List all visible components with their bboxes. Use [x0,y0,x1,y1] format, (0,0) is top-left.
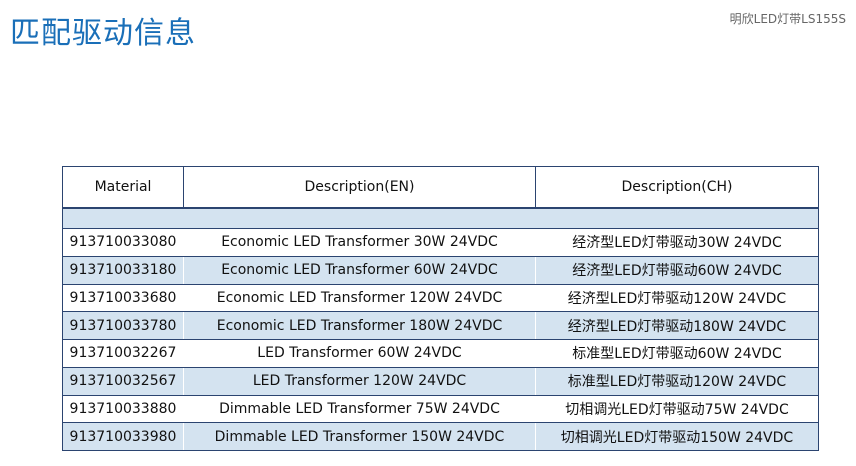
table-cell: 标准型LED灯带驱动60W 24VDC [535,339,819,368]
product-name: 明欣LED灯带LS155S [729,12,846,26]
table-cell: 913710033780 [62,311,184,340]
table-cell: Economic LED Transformer 180W 24VDC [183,311,536,340]
table-cell: 切相调光LED灯带驱动150W 24VDC [535,422,819,451]
table-cell: 经济型LED灯带驱动120W 24VDC [535,283,819,313]
table-row: 913710032267 LED Transformer 60W 24VDC 标准型… [62,339,819,368]
table-cell: Dimmable LED Transformer 150W 24VDC [183,422,536,451]
table-row: 913710033080 Economic LED Transformer 30W… [62,228,819,257]
table-cell: 标准型LED灯带驱动120W 24VDC [535,366,819,396]
table-row: 913710033680 Economic LED Transformer 120… [62,283,819,313]
spacer-cell [62,207,819,229]
driver-table: Material Description(EN) Description(CH) 9… [62,166,819,451]
column-header: Material [62,166,184,209]
table-cell: 913710032267 [62,339,184,368]
page-title: 匹配驱动信息 [10,16,196,51]
table-cell: Dimmable LED Transformer 75W 24VDC [183,394,536,424]
table-cell: 经济型LED灯带驱动30W 24VDC [535,228,819,257]
spacer-row [62,207,819,229]
table-cell: Economic LED Transformer 120W 24VDC [183,283,536,313]
table-cell: 经济型LED灯带驱动180W 24VDC [535,311,819,340]
table-row: 913710032567 LED Transformer 120W 24VDC 标准… [62,366,819,396]
table-cell: 913710033180 [62,255,184,285]
column-header: Description(EN) [183,166,536,209]
header-row: Material Description(EN) Description(CH) [62,166,819,209]
table-cell: 913710032567 [62,366,184,396]
table-cell: LED Transformer 60W 24VDC [183,339,536,368]
table-cell: 913710033980 [62,422,184,451]
table-cell: Economic LED Transformer 60W 24VDC [183,255,536,285]
column-header: Description(CH) [535,166,819,209]
table-cell: LED Transformer 120W 24VDC [183,366,536,396]
table-cell: 切相调光LED灯带驱动75W 24VDC [535,394,819,424]
table-row: 913710033780 Economic LED Transformer 180… [62,311,819,340]
table-row: 913710033880 Dimmable LED Transformer 75W… [62,394,819,424]
table-row: 913710033980 Dimmable LED Transformer 150… [62,422,819,451]
table-row: 913710033180 Economic LED Transformer 60W… [62,255,819,285]
table-cell: 913710033680 [62,283,184,313]
table-cell: 913710033880 [62,394,184,424]
table-cell: 经济型LED灯带驱动60W 24VDC [535,255,819,285]
table-cell: Economic LED Transformer 30W 24VDC [183,228,536,257]
table-cell: 913710033080 [62,228,184,257]
